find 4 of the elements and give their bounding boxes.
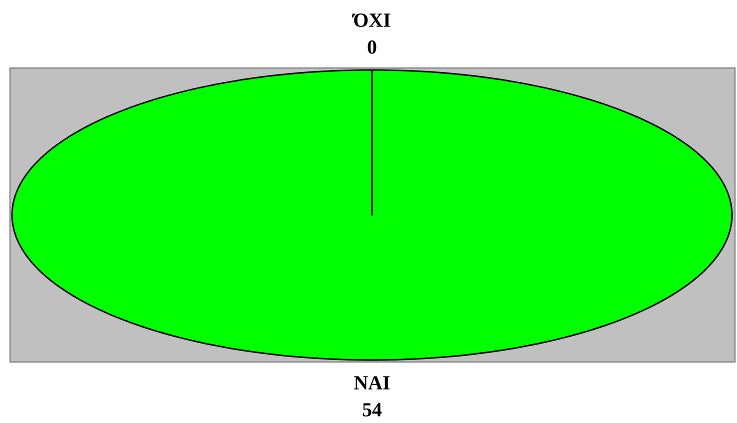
data-label: 54 — [362, 403, 382, 416]
text: 0 — [368, 40, 376, 54]
slice-label: ΝΑΙ — [354, 376, 390, 390]
category-label: ΌΧΙ — [352, 14, 390, 27]
